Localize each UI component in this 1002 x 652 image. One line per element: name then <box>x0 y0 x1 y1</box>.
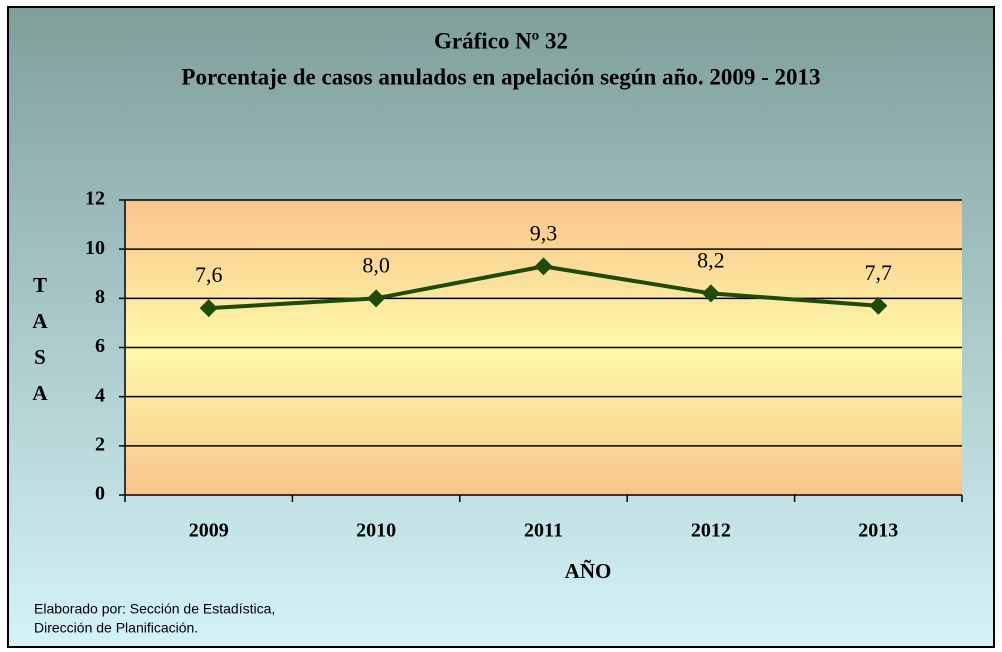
data-label: 8,2 <box>697 247 725 272</box>
data-label: 8,0 <box>362 252 390 277</box>
y-tick-label: 0 <box>95 483 105 505</box>
chart-title: Gráfico Nº 32 <box>434 28 568 53</box>
data-label: 9,3 <box>530 220 558 245</box>
data-label: 7,7 <box>865 260 893 285</box>
source-note: Elaborado por: Sección de Estadística, <box>34 601 275 617</box>
x-tick-label: 2011 <box>524 520 563 542</box>
data-marker <box>199 299 218 318</box>
data-label: 7,6 <box>195 262 223 287</box>
data-marker <box>534 257 553 276</box>
data-marker <box>367 289 386 308</box>
chart-subtitle: Porcentaje de casos anulados en apelació… <box>181 64 820 89</box>
y-tick-label: 6 <box>95 335 105 357</box>
x-tick-label: 2013 <box>858 520 898 542</box>
y-tick-label: 12 <box>85 188 105 210</box>
data-marker <box>869 296 888 315</box>
x-axis-title: AÑO <box>565 559 612 583</box>
y-tick-label: 10 <box>85 237 105 259</box>
y-tick-label: 4 <box>95 384 105 406</box>
y-axis-title: TASA <box>28 273 52 417</box>
x-tick-label: 2012 <box>691 520 731 542</box>
source-note: Dirección de Planificación. <box>34 620 198 636</box>
x-tick-label: 2010 <box>356 520 396 542</box>
y-tick-label: 8 <box>95 286 105 308</box>
y-tick-label: 2 <box>95 433 105 455</box>
x-tick-label: 2009 <box>189 520 229 542</box>
data-marker <box>701 284 720 303</box>
